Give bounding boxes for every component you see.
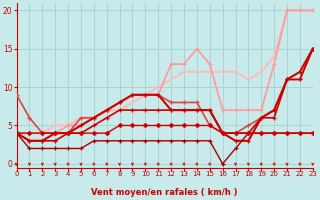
X-axis label: Vent moyen/en rafales ( km/h ): Vent moyen/en rafales ( km/h )	[92, 188, 238, 197]
